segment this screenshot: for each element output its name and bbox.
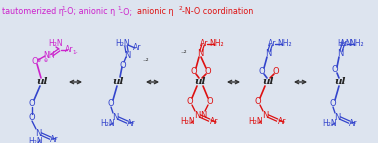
Text: Ar: Ar bbox=[349, 119, 357, 128]
Text: ⁻²: ⁻² bbox=[181, 51, 187, 57]
Text: O: O bbox=[259, 66, 265, 76]
Text: N: N bbox=[262, 111, 268, 120]
Text: N: N bbox=[334, 113, 340, 122]
Text: O: O bbox=[108, 100, 114, 109]
Text: Ar: Ar bbox=[133, 43, 141, 52]
Text: -O; anionic η: -O; anionic η bbox=[64, 7, 115, 16]
Text: Ar: Ar bbox=[200, 39, 208, 48]
Text: O: O bbox=[120, 60, 126, 69]
Text: ul: ul bbox=[334, 78, 346, 87]
Text: Ar: Ar bbox=[50, 135, 58, 143]
Text: H₂N: H₂N bbox=[101, 120, 115, 129]
Text: 1: 1 bbox=[61, 6, 65, 11]
Text: O: O bbox=[32, 56, 38, 65]
Text: anionic η: anionic η bbox=[137, 7, 174, 16]
Text: N: N bbox=[35, 129, 41, 138]
Text: NH₂: NH₂ bbox=[278, 39, 292, 48]
Text: Ar: Ar bbox=[65, 45, 73, 54]
Text: NH: NH bbox=[43, 51, 55, 60]
Text: O: O bbox=[332, 65, 338, 75]
Text: tautomerized η: tautomerized η bbox=[2, 7, 63, 16]
Text: N: N bbox=[194, 111, 200, 120]
Text: H₂N: H₂N bbox=[116, 39, 130, 48]
Text: ⁻²: ⁻² bbox=[143, 59, 149, 65]
Text: ⊕: ⊕ bbox=[44, 57, 48, 62]
Text: ul: ul bbox=[194, 78, 206, 87]
Text: O: O bbox=[29, 100, 35, 109]
Text: N: N bbox=[200, 111, 206, 120]
Text: H₂N: H₂N bbox=[181, 118, 195, 127]
Text: O: O bbox=[187, 98, 193, 107]
Text: N: N bbox=[197, 49, 203, 58]
Text: H₂N: H₂N bbox=[338, 39, 352, 48]
Text: N: N bbox=[112, 113, 118, 122]
Text: NH₂: NH₂ bbox=[350, 39, 364, 48]
Text: H₂N: H₂N bbox=[29, 138, 43, 143]
Text: -O;: -O; bbox=[120, 7, 135, 16]
Text: N: N bbox=[337, 49, 343, 58]
Text: ul: ul bbox=[262, 78, 274, 87]
Text: 2: 2 bbox=[179, 6, 183, 11]
Text: N: N bbox=[124, 50, 130, 59]
Text: Ar: Ar bbox=[210, 118, 218, 127]
Text: H₂N: H₂N bbox=[249, 118, 263, 127]
Text: O: O bbox=[29, 114, 35, 123]
Text: O: O bbox=[191, 66, 197, 76]
Text: Ar: Ar bbox=[340, 39, 348, 48]
Text: O: O bbox=[273, 66, 279, 76]
Text: NH₂: NH₂ bbox=[210, 39, 224, 48]
Text: N: N bbox=[265, 49, 271, 58]
Text: Ar: Ar bbox=[278, 118, 286, 127]
Text: ul: ul bbox=[36, 78, 48, 87]
Text: -N-O coordination: -N-O coordination bbox=[182, 7, 253, 16]
Text: 1-: 1- bbox=[72, 49, 78, 54]
Text: O: O bbox=[330, 100, 336, 109]
Text: Ar: Ar bbox=[127, 119, 135, 128]
Text: 1: 1 bbox=[117, 6, 121, 11]
Text: O: O bbox=[205, 66, 211, 76]
Text: H₂N: H₂N bbox=[323, 120, 337, 129]
Text: ul: ul bbox=[112, 78, 124, 87]
Text: O: O bbox=[255, 98, 261, 107]
Text: ⊕: ⊕ bbox=[37, 58, 41, 63]
Text: Ar: Ar bbox=[268, 39, 276, 48]
Text: H₂N: H₂N bbox=[49, 39, 63, 48]
Text: O: O bbox=[207, 98, 213, 107]
